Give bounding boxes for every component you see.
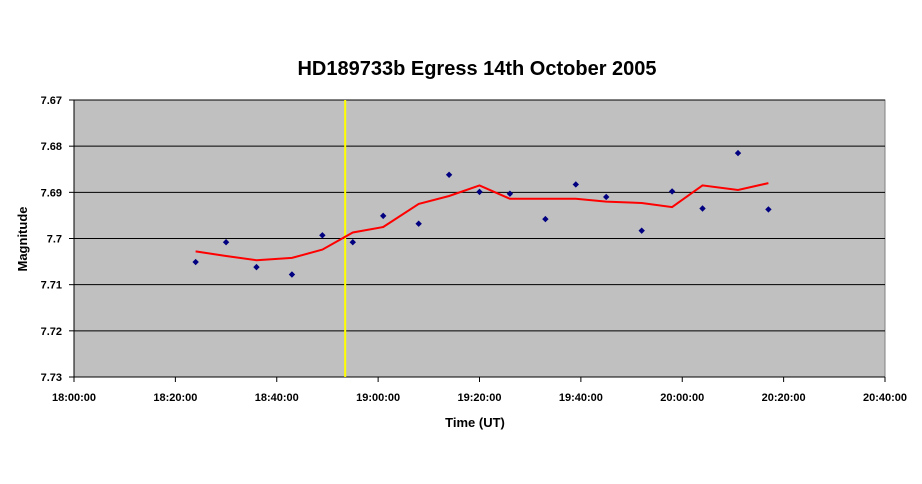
data-point xyxy=(734,149,742,157)
x-tick-label: 18:40:00 xyxy=(255,392,299,404)
trend-layer xyxy=(195,182,769,262)
data-point xyxy=(765,206,772,213)
data-point xyxy=(699,205,706,212)
x-tick-label: 19:20:00 xyxy=(457,392,501,404)
y-tick-label: 7.68 xyxy=(41,141,62,153)
x-tick-label: 20:20:00 xyxy=(762,392,806,404)
data-point xyxy=(288,271,296,278)
y-tick-label: 7.67 xyxy=(41,95,62,107)
y-tick-label: 7.72 xyxy=(41,326,62,338)
x-tick-label: 18:20:00 xyxy=(153,392,197,404)
x-tick-label: 20:00:00 xyxy=(660,392,704,404)
data-point xyxy=(349,238,356,246)
data-point xyxy=(476,188,483,196)
data-point xyxy=(222,238,230,246)
data-point xyxy=(572,181,580,188)
y-axis-ticks: 7.67 7.68 7.69 7.7 7.71 7.72 7.73 xyxy=(41,95,74,384)
x-tick-label: 20:40:00 xyxy=(863,392,907,404)
data-point xyxy=(192,258,199,266)
y-tick-label: 7.69 xyxy=(41,187,62,199)
data-point xyxy=(415,220,422,227)
x-tick-label: 18:00:00 xyxy=(52,392,96,404)
y-tick-label: 7.7 xyxy=(47,234,62,246)
y-axis-label: Magnitude xyxy=(15,207,30,272)
x-axis-label: Time (UT) xyxy=(445,415,505,430)
y-tick-label: 7.73 xyxy=(41,372,62,384)
x-tick-label: 19:40:00 xyxy=(559,392,603,404)
data-point xyxy=(603,193,610,201)
data-point xyxy=(379,212,387,220)
x-tick-label: 19:00:00 xyxy=(356,392,400,404)
moving-average-line xyxy=(195,182,769,262)
data-point xyxy=(668,188,676,195)
y-tick-label: 7.71 xyxy=(41,280,62,292)
data-point xyxy=(253,263,260,271)
data-point xyxy=(638,227,645,234)
data-point xyxy=(506,190,514,197)
points-layer xyxy=(192,149,772,278)
data-point xyxy=(319,232,326,239)
x-axis-ticks: 18:00:00 18:20:00 18:40:00 19:00:00 19:20:00… xyxy=(52,377,907,404)
chart-title: HD189733b Egress 14th October 2005 xyxy=(297,58,656,80)
data-point xyxy=(542,215,549,223)
data-point xyxy=(445,171,453,178)
